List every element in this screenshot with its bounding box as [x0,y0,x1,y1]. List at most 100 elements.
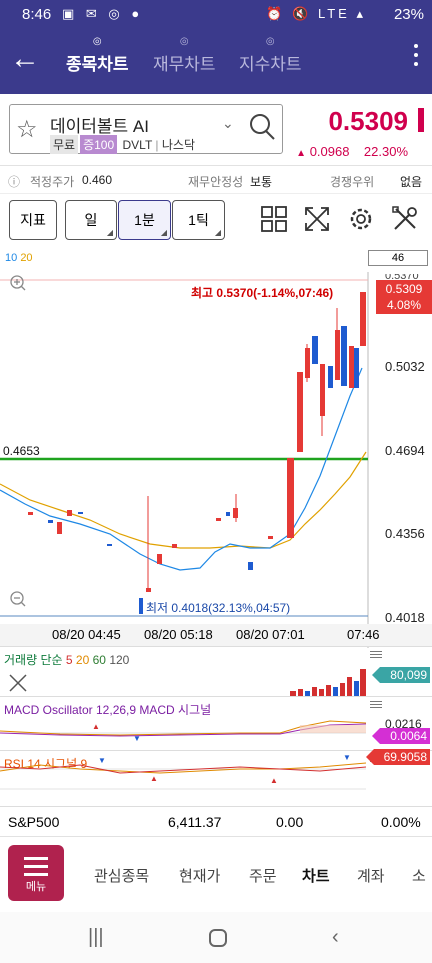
change-percent: 22.30% [363,144,408,159]
candle [349,346,354,388]
high-label: 최고 0.5370(-1.14%,07:46) [191,286,334,300]
candle [216,518,221,521]
up-triangle-icon: ▲ [296,148,307,159]
price-indicator-bar [418,108,424,132]
zoom-in-icon[interactable] [10,275,26,291]
candle [248,562,253,570]
back-icon[interactable]: ‹ [332,926,339,948]
chevron-down-icon[interactable]: ⌄ [222,115,234,131]
nav-current-price[interactable]: 현재가 [179,868,221,885]
tab-badge-icon: ◎ [92,36,102,47]
price-chart[interactable]: 10 20 46 [0,248,432,648]
candle [28,512,33,515]
macd-panel[interactable]: MACD Oscillator 12,26,9 MACD 시그널 ▼ ▲ 0.0… [0,696,432,750]
more-vert-icon[interactable] [414,44,420,71]
ma10-label: 10 [5,252,18,264]
help-icon[interactable]: ⓘ [8,175,21,189]
side-value-box[interactable]: 46 [368,250,428,266]
indicator-button[interactable]: 지표 [9,200,57,240]
volume-panel[interactable]: 거래량 단순 5 20 60 120 80,099 [0,646,432,696]
volume-bars [9,669,366,696]
back-arrow-icon[interactable]: ← [10,42,40,75]
status-time: 8:46 [22,6,52,23]
indicator-label: 지표 [20,212,46,228]
search-icon[interactable] [248,111,276,143]
candle [48,520,53,523]
candle [335,330,340,380]
zoom-out-icon[interactable] [10,591,26,607]
period-minute-label: 1분 [134,212,155,228]
fair-price-value: 0.460 [82,173,113,187]
panel-menu-icon[interactable] [370,699,382,710]
period-tick-label: 1틱 [188,212,209,228]
financial-stability-label: 재무안정성 [188,175,244,189]
period-tick-button[interactable]: 1틱 ◢ [172,200,225,240]
macd-tick: 0.0216 [385,717,422,731]
candle [312,336,318,364]
candle [354,348,359,388]
volume-value-badge: 80,099 [372,667,430,683]
tab-badge-icon: ◎ [179,36,189,47]
menu-button[interactable]: 메뉴 [8,845,64,901]
y-tick: 0.5370 [385,274,419,280]
price-change: ▲ 0.0968 22.30% [296,144,408,159]
chart-toolbar: 지표 일 ◢ 1분 ◢ 1틱 ◢ [0,194,432,248]
nav-chart[interactable]: 차트 [302,868,330,885]
fundamentals-row: ⓘ 적정주가 0.460 재무안정성 보통 경쟁우위 없음 [0,166,432,194]
tab-stock-chart[interactable]: ◎ 종목차트 [66,36,129,75]
candle [139,598,143,614]
margin-tag: 증100 [80,135,118,154]
free-tag: 무료 [50,135,79,154]
change-value: 0.0968 [309,144,350,159]
y-tick: 0.5032 [385,359,425,374]
notification-icons: ▣ ✉ ◎ ● [62,6,144,21]
x-tick: 08/20 04:45 [52,627,121,642]
current-price-pct: 4.08% [386,298,422,312]
app-bar: ← ◎ 종목차트 ◎ 재무차트 ◎ 지수차트 [0,30,432,94]
corner-triangle-icon: ◢ [106,228,113,237]
fullscreen-icon[interactable] [302,204,332,234]
x-tick: 08/20 07:01 [236,627,305,642]
settings-gear-icon[interactable] [346,204,376,234]
tools-icon[interactable] [390,204,420,234]
tab-financial-chart[interactable]: ◎ 재무차트 [153,36,216,75]
stock-search-box[interactable]: ☆ 데이터볼트 AI ⌄ 무료 증100 DVLT | 나스닥 [9,104,283,154]
svg-text:▲: ▲ [270,776,278,785]
period-day-button[interactable]: 일 ◢ [65,200,117,240]
current-price-value: 0.5309 [385,282,423,296]
home-icon[interactable] [208,928,228,948]
panel-menu-icon[interactable] [370,649,382,660]
y-tick: 0.4356 [385,526,425,541]
nav-account[interactable]: 계좌 [357,868,385,885]
y-tick: 0.4018 [385,610,425,625]
candle [172,544,177,548]
stock-header: ☆ 데이터볼트 AI ⌄ 무료 증100 DVLT | 나스닥 0.5309 ▲ … [0,94,432,166]
x-tick: 07:46 [347,627,380,642]
x-tick: 08/20 05:18 [144,627,213,642]
volume-ma20: 20 [75,653,90,667]
grid-layout-icon[interactable] [259,204,289,234]
nav-more[interactable]: 소 [412,868,426,885]
macd-value-badge: 0.0064 [372,728,430,744]
period-minute-button[interactable]: 1분 ◢ [118,200,171,240]
ma10-line [0,367,363,571]
nav-watchlist[interactable]: 관심종목 [94,868,150,885]
candle [328,366,333,388]
candle [305,348,310,378]
y-tick: 0.4694 [385,443,425,458]
nav-order[interactable]: 주문 [249,868,277,885]
tab-index-chart[interactable]: ◎ 지수차트 [239,36,302,75]
volume-title: 거래량 단순 5 20 60 120 [4,651,129,668]
tab-badge-icon: ◎ [265,36,275,47]
index-change: 0.00 [276,814,304,830]
favorite-star-icon[interactable]: ☆ [16,116,38,143]
candle [78,512,83,514]
index-ticker[interactable]: S&P500 6,411.37 0.00 0.00% [0,806,432,836]
macd-plot: ▼ ▲ [0,720,367,743]
candles [28,292,366,614]
recent-apps-icon[interactable]: ||| [88,926,104,948]
rsi-panel[interactable]: RSI 14 시그널 9 ▼ ▼ ▲ ▲ 69.9058 [0,749,432,806]
macd-title: MACD Oscillator 12,26,9 MACD 시그널 [4,703,212,717]
candle [146,588,151,592]
